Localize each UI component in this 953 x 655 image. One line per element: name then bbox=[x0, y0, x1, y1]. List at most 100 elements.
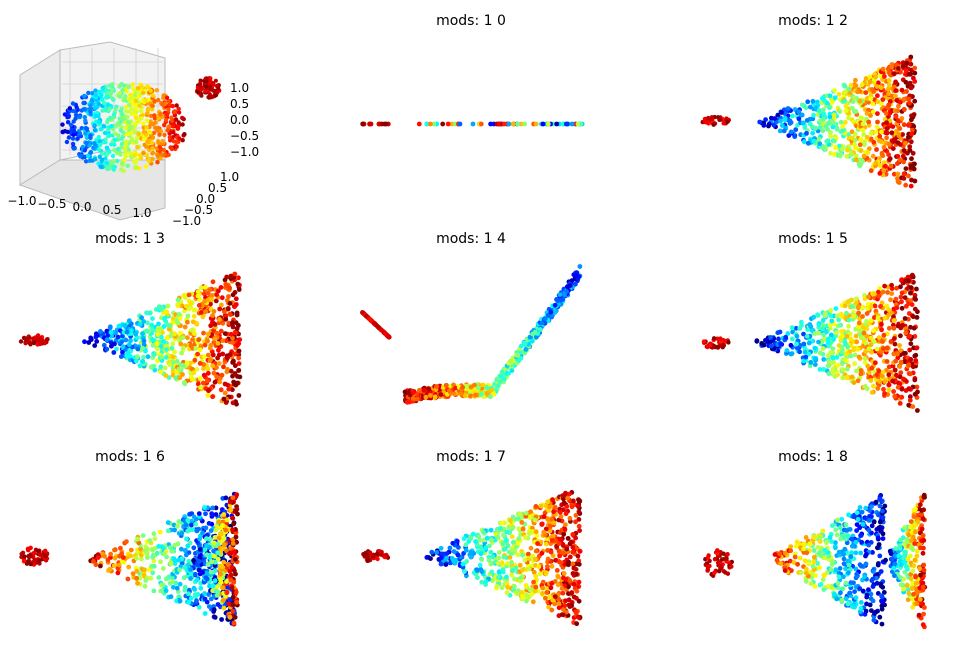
data-point bbox=[711, 343, 717, 349]
data-point bbox=[879, 300, 885, 306]
data-point bbox=[451, 549, 457, 554]
title-mods-1-3: mods: 1 3 bbox=[95, 231, 165, 247]
data-point bbox=[160, 566, 166, 571]
data-point bbox=[168, 333, 174, 339]
data-point bbox=[912, 79, 918, 84]
data-point bbox=[825, 340, 831, 346]
data-point bbox=[778, 118, 783, 124]
data-point bbox=[161, 324, 167, 329]
data-point bbox=[842, 89, 848, 95]
data-point bbox=[506, 121, 512, 127]
data-point bbox=[864, 111, 870, 116]
data-point bbox=[109, 124, 114, 129]
data-point bbox=[556, 517, 562, 523]
data-point bbox=[868, 304, 874, 310]
data-point bbox=[119, 136, 124, 141]
data-point bbox=[179, 350, 185, 356]
data-point bbox=[141, 319, 147, 324]
data-point bbox=[171, 522, 177, 528]
data-point bbox=[864, 386, 870, 392]
data-point bbox=[761, 123, 767, 128]
data-point bbox=[846, 132, 851, 137]
data-point bbox=[128, 150, 133, 156]
data-point bbox=[906, 402, 912, 408]
data-point bbox=[473, 539, 478, 544]
data-point bbox=[836, 143, 842, 149]
data-point bbox=[158, 111, 163, 117]
data-point bbox=[515, 552, 521, 558]
data-point bbox=[67, 106, 73, 111]
data-point bbox=[94, 339, 100, 344]
data-point bbox=[104, 145, 110, 150]
data-point bbox=[192, 571, 198, 577]
data-point bbox=[561, 500, 567, 506]
data-point bbox=[195, 90, 200, 94]
data-point bbox=[220, 338, 226, 343]
data-point bbox=[573, 272, 579, 278]
data-point bbox=[801, 358, 807, 364]
data-point bbox=[204, 543, 209, 548]
data-point bbox=[172, 527, 178, 533]
data-point bbox=[375, 324, 380, 329]
data-point bbox=[125, 163, 130, 168]
data-point bbox=[910, 272, 915, 278]
data-point bbox=[193, 346, 199, 351]
data-point bbox=[367, 316, 372, 322]
data-point bbox=[223, 316, 229, 322]
data-point bbox=[197, 547, 203, 552]
data-point bbox=[533, 121, 539, 127]
data-point bbox=[205, 378, 210, 384]
data-point bbox=[851, 380, 857, 385]
data-point bbox=[180, 138, 185, 143]
data-point bbox=[840, 124, 846, 129]
data-point bbox=[852, 352, 858, 358]
data-point bbox=[81, 100, 86, 106]
data-point bbox=[135, 86, 141, 91]
data-point bbox=[159, 354, 165, 360]
data-point bbox=[196, 303, 202, 308]
data-point bbox=[820, 326, 825, 332]
data-point bbox=[789, 325, 795, 331]
data-point bbox=[501, 376, 507, 382]
data-point bbox=[92, 128, 98, 133]
data-point bbox=[236, 355, 242, 361]
data-point bbox=[227, 352, 233, 357]
data-point bbox=[18, 339, 24, 344]
data-point bbox=[66, 114, 71, 120]
data-point bbox=[496, 121, 502, 127]
data-point bbox=[854, 300, 859, 306]
data-point bbox=[913, 352, 919, 358]
data-point bbox=[197, 376, 203, 381]
data-point bbox=[879, 129, 884, 135]
data-point bbox=[192, 357, 198, 363]
data-point bbox=[224, 579, 229, 584]
data-point bbox=[908, 139, 914, 145]
data-point bbox=[884, 120, 889, 125]
data-point bbox=[452, 391, 457, 397]
data-point bbox=[218, 387, 224, 393]
data-point bbox=[125, 576, 131, 582]
data-point bbox=[139, 556, 144, 562]
data-point bbox=[88, 135, 93, 140]
data-point bbox=[42, 341, 47, 346]
data-point bbox=[562, 603, 568, 608]
data-point bbox=[222, 277, 228, 283]
data-point bbox=[360, 121, 366, 127]
data-point bbox=[859, 82, 865, 88]
data-point bbox=[473, 392, 478, 398]
data-point bbox=[101, 123, 106, 129]
data-point bbox=[140, 331, 145, 336]
data-point bbox=[204, 536, 209, 541]
data-point bbox=[205, 370, 211, 376]
data-point bbox=[191, 313, 197, 319]
data-point bbox=[112, 148, 117, 153]
data-point bbox=[817, 141, 823, 147]
data-point bbox=[236, 361, 242, 366]
data-point bbox=[501, 532, 506, 538]
data-point bbox=[902, 359, 908, 364]
data-point bbox=[522, 121, 528, 127]
data-point bbox=[863, 90, 869, 95]
data-point bbox=[834, 313, 840, 319]
data-point bbox=[82, 93, 87, 99]
data-point bbox=[879, 321, 884, 327]
